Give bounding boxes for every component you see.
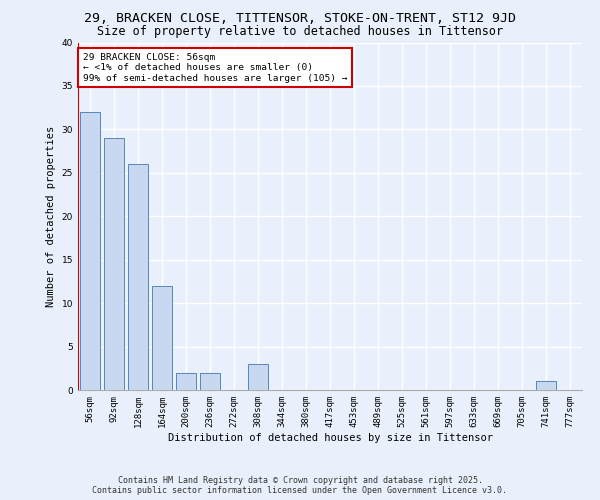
Bar <box>176 372 196 390</box>
Bar <box>536 382 556 390</box>
Bar <box>152 286 172 390</box>
Y-axis label: Number of detached properties: Number of detached properties <box>46 126 56 307</box>
Text: 29 BRACKEN CLOSE: 56sqm
← <1% of detached houses are smaller (0)
99% of semi-det: 29 BRACKEN CLOSE: 56sqm ← <1% of detache… <box>83 53 347 82</box>
Bar <box>80 112 100 390</box>
Bar <box>128 164 148 390</box>
Bar <box>104 138 124 390</box>
X-axis label: Distribution of detached houses by size in Tittensor: Distribution of detached houses by size … <box>167 432 493 442</box>
Bar <box>248 364 268 390</box>
Text: Size of property relative to detached houses in Tittensor: Size of property relative to detached ho… <box>97 25 503 38</box>
Text: 29, BRACKEN CLOSE, TITTENSOR, STOKE-ON-TRENT, ST12 9JD: 29, BRACKEN CLOSE, TITTENSOR, STOKE-ON-T… <box>84 12 516 26</box>
Bar <box>200 372 220 390</box>
Text: Contains HM Land Registry data © Crown copyright and database right 2025.
Contai: Contains HM Land Registry data © Crown c… <box>92 476 508 495</box>
